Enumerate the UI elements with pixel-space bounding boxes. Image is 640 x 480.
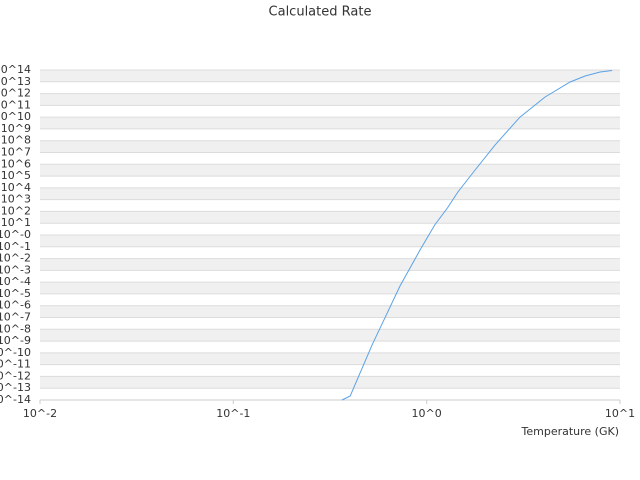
grid-band [40, 258, 620, 271]
x-axis-label: Temperature (GK) [521, 425, 620, 438]
grid-band [40, 235, 620, 247]
y-tick-label: 10^13 [0, 75, 31, 88]
grid-band [40, 329, 620, 342]
y-tick-label: 10^2 [1, 204, 31, 217]
y-tick-label: 10^6 [1, 157, 31, 170]
grid-band [40, 164, 620, 177]
chart-title: Calculated Rate [269, 5, 372, 20]
grid-band [40, 70, 620, 82]
y-tick-label: 10^-7 [0, 311, 31, 324]
grid-band [40, 187, 620, 200]
grid-band [40, 140, 620, 153]
x-tick-label: 10^0 [412, 407, 442, 420]
x-tick-label: 10^1 [605, 407, 635, 420]
y-tick-label: 10^-10 [0, 346, 31, 359]
y-tick-label: 10^-5 [0, 287, 31, 300]
y-tick-label: 10^7 [1, 146, 31, 159]
y-tick-label: 10^-11 [0, 358, 31, 371]
y-tick-label: 10^-0 [0, 228, 31, 241]
y-tick-label: 10^14 [0, 63, 31, 76]
grid-band [40, 282, 620, 294]
y-tick-label: 10^9 [1, 122, 31, 135]
y-tick-label: 10^10 [0, 110, 31, 123]
y-tick-label: 10^1 [1, 216, 31, 229]
y-tick-label: 10^-2 [0, 252, 31, 265]
y-tick-label: 10^-6 [0, 299, 31, 312]
y-tick-label: 10^4 [1, 181, 31, 194]
x-tick-label: 10^-2 [23, 407, 57, 420]
data-line [341, 70, 613, 401]
y-tick-label: 10^-12 [0, 369, 31, 382]
y-tick-label: 10^5 [1, 169, 31, 182]
y-tick-label: 10^-1 [0, 240, 31, 253]
y-tick-label: 10^11 [0, 98, 31, 111]
y-tick-label: 10^8 [1, 134, 31, 147]
x-tick-label: 10^-1 [216, 407, 250, 420]
y-tick-label: 10^-9 [0, 334, 31, 347]
grid-band [40, 117, 620, 129]
grid-band [40, 352, 620, 365]
grid-band [40, 211, 620, 224]
y-tick-label: 10^12 [0, 87, 31, 100]
y-tick-label: 10^-4 [0, 275, 31, 288]
y-tick-label: 10^-3 [0, 263, 31, 276]
y-tick-label: 10^-13 [0, 381, 31, 394]
grid-band [40, 305, 620, 318]
y-tick-label: 10^3 [1, 193, 31, 206]
grid-band [40, 93, 620, 106]
y-tick-label: 10^-14 [0, 393, 31, 406]
y-tick-label: 10^-8 [0, 322, 31, 335]
grid-band [40, 376, 620, 389]
